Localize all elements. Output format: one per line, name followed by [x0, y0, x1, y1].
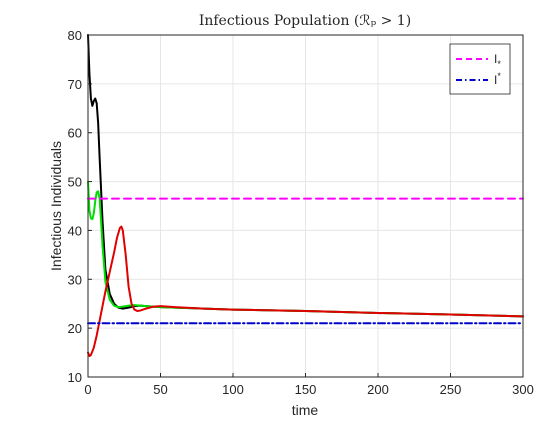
- x-tick-label: 150: [295, 382, 317, 397]
- series-lines: [87, 34, 524, 357]
- x-axis-label: time: [292, 402, 319, 418]
- legend-box: [449, 43, 511, 95]
- x-tick-label: 100: [222, 382, 244, 397]
- legend-label-i-sub: I*: [494, 52, 501, 69]
- legend: I* I*: [449, 43, 511, 95]
- y-tick-label: 20: [68, 321, 82, 336]
- x-tick-label: 250: [440, 382, 462, 397]
- y-axis-label: Infectious Individuals: [48, 141, 64, 271]
- y-tick-label: 30: [68, 272, 82, 287]
- y-tick-label: 10: [68, 370, 82, 385]
- y-tick-label: 50: [68, 175, 82, 190]
- legend-label-i-star: I*: [494, 71, 501, 87]
- y-tick-label: 60: [68, 126, 82, 141]
- y-tick-label: 70: [68, 77, 82, 92]
- x-tick-label: 0: [84, 382, 91, 397]
- x-tick-label: 200: [367, 382, 389, 397]
- x-tick-label: 50: [153, 382, 167, 397]
- x-tick-label: 300: [512, 382, 534, 397]
- series-red-curve: [87, 225, 524, 357]
- x-axis: 0 50 100 150 200 250 300: [84, 373, 534, 397]
- chart-title: Infectious Population (ℛₚ > 1): [199, 13, 411, 29]
- y-tick-label: 80: [68, 28, 82, 43]
- y-axis: 10 20 30 40 50 60 70 80: [68, 28, 92, 385]
- y-tick-label: 40: [68, 223, 82, 238]
